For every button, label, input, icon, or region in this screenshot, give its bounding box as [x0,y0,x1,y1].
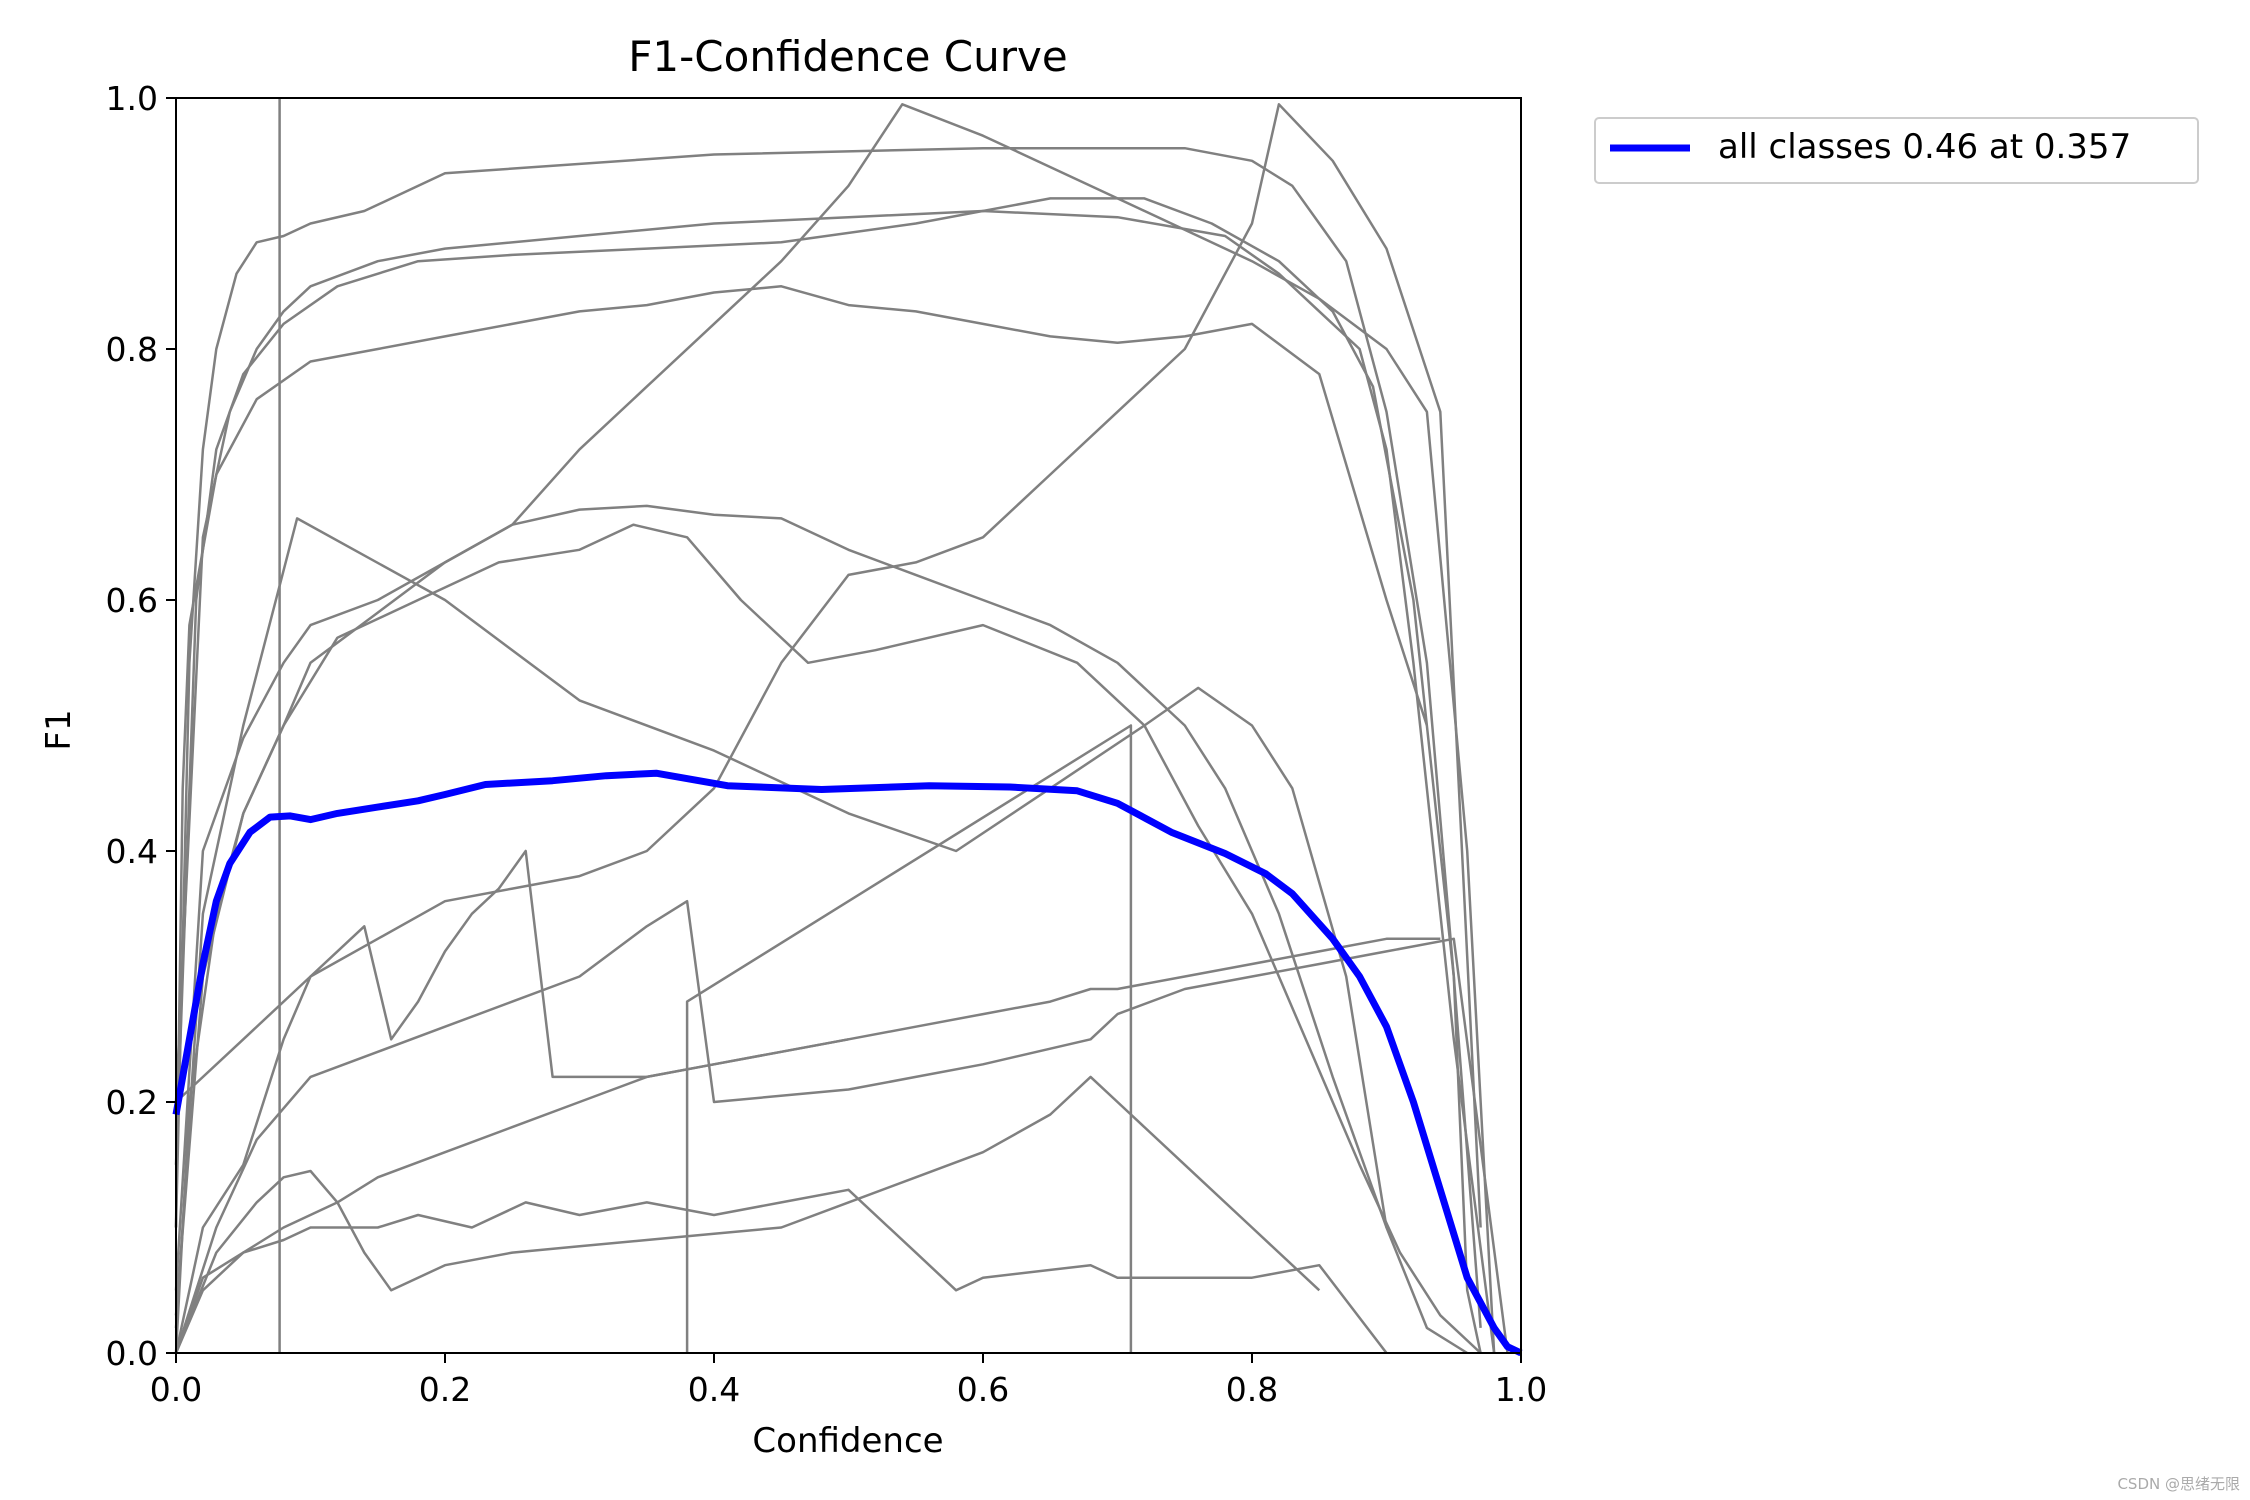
class-curve-4 [174,504,1468,1355]
x-tick-label: 1.0 [1495,1370,1547,1409]
x-axis-ticks: 0.0 0.2 0.4 0.6 0.8 1.0 [150,1353,1547,1409]
x-axis-label: Confidence [752,1421,943,1461]
x-tick-label: 0.0 [150,1370,202,1409]
class-curve-8 [175,103,1482,1228]
class-curve-16 [685,724,1133,1353]
class-curve-6 [174,285,1429,1228]
class-curve-1 [174,146,1482,1354]
legend-box [1594,117,2199,184]
y-axis-ticks: 0.0 0.2 0.4 0.6 0.8 1.0 [106,79,176,1373]
class-curve-10 [174,899,1509,1354]
y-tick-label: 0.6 [106,581,158,620]
y-axis-label: F1 [39,709,79,750]
class-curve-13 [174,1075,1321,1354]
plot-frame [175,97,1522,1354]
class-curve-5 [174,523,1482,1354]
all-classes-curve-group [172,769,1523,1357]
y-tick-label: 0.4 [106,832,158,871]
class-curve-9 [174,517,1388,1328]
class-curves [174,98,1509,1355]
chart-title: F1-Confidence Curve [628,32,1067,81]
x-tick-label: 0.4 [688,1370,740,1409]
legend-label-all-classes: all classes 0.46 at 0.357 [1718,127,2131,167]
x-tick-label: 0.2 [419,1370,471,1409]
class-curve-14 [174,849,849,1354]
y-tick-label: 0.2 [106,1083,158,1122]
x-tick-label: 0.8 [1226,1370,1278,1409]
legend: all classes 0.46 at 0.357 [1594,117,2199,184]
class-curve-7 [174,103,1496,1354]
all-classes-curve [172,769,1523,1357]
x-tick-label: 0.6 [957,1370,1009,1409]
class-curve-3 [174,197,1482,1328]
y-tick-label: 0.0 [106,1334,158,1373]
watermark: CSDN @思绪无限 [2117,1475,2240,1493]
class-curve-12 [174,1188,1388,1354]
y-tick-label: 1.0 [106,79,158,118]
y-tick-label: 0.8 [106,330,158,369]
